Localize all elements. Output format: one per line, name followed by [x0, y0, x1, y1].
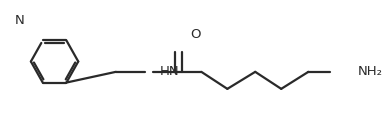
- Text: N: N: [15, 14, 25, 27]
- Text: HN: HN: [160, 65, 179, 78]
- Text: NH₂: NH₂: [357, 65, 383, 78]
- Text: O: O: [191, 28, 201, 41]
